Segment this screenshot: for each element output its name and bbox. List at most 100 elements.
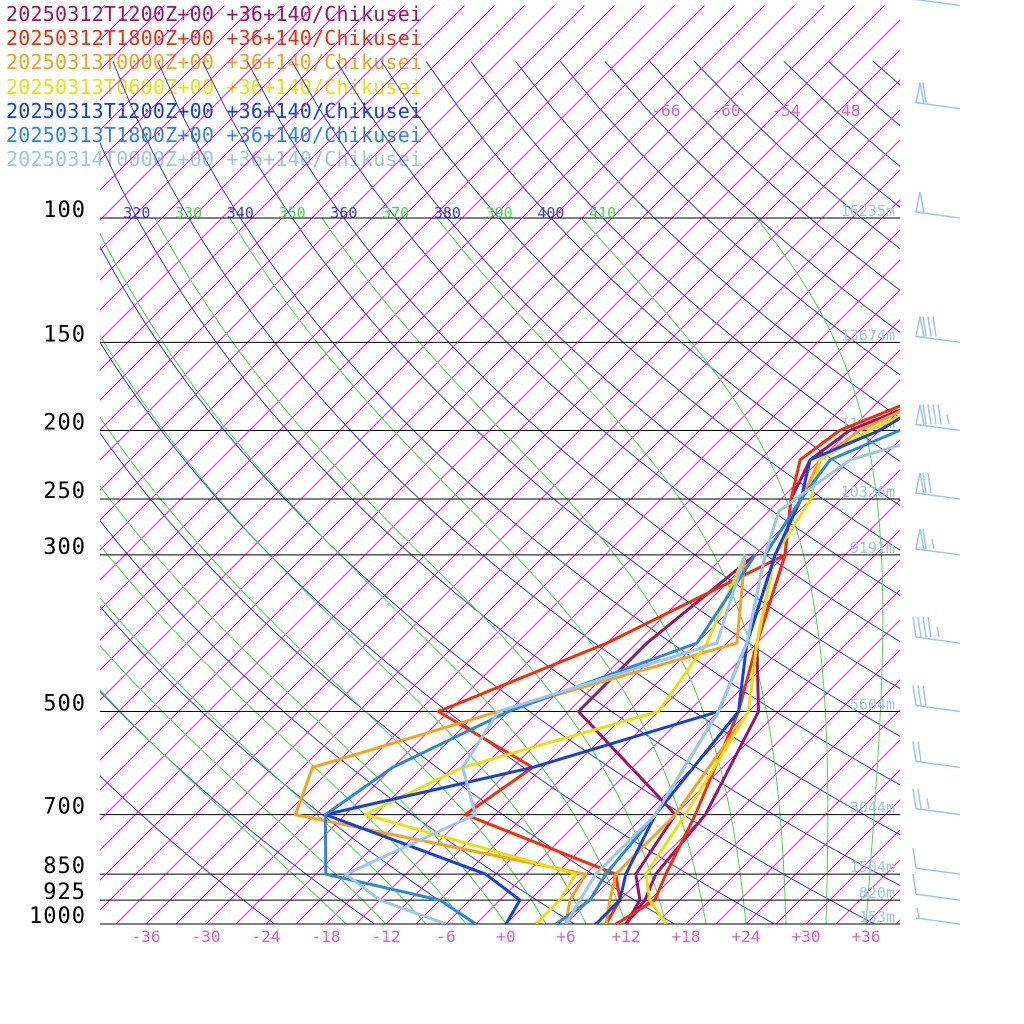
temperature-tick-label: -24 xyxy=(252,927,281,946)
isotherm-line xyxy=(835,859,900,924)
height-label: 3044m xyxy=(850,799,895,817)
isotherm-line xyxy=(100,79,900,881)
isotherm-line xyxy=(505,529,900,924)
isotherm-line xyxy=(100,19,900,821)
wind-barb xyxy=(912,848,961,875)
pressure-label: 250 xyxy=(43,479,86,504)
dewpoint-profile-line xyxy=(323,554,757,924)
isotherm-line xyxy=(100,5,705,611)
dry-adiabat-line xyxy=(515,61,900,419)
height-label: 1504m xyxy=(850,858,895,876)
upper-isotherm-label: -48 xyxy=(832,101,861,120)
theta-label: 390 xyxy=(486,204,513,222)
height-label: 10326m xyxy=(841,483,895,501)
dry-adiabat-line xyxy=(380,61,900,551)
temperature-tick-label: -6 xyxy=(436,927,455,946)
isotherm-line xyxy=(100,5,405,311)
isotherm-line xyxy=(100,5,735,641)
wind-barb xyxy=(915,82,961,110)
theta-label: 320 xyxy=(123,204,150,222)
isotherm-line xyxy=(385,409,900,924)
isotherm-line xyxy=(265,289,900,924)
isotherm-line xyxy=(0,6,44,924)
isotherm-line xyxy=(0,6,14,924)
isotherm-line xyxy=(145,169,900,924)
dewpoint-profile-line xyxy=(437,553,786,924)
isotherm-line xyxy=(100,5,285,191)
pressure-label: 300 xyxy=(43,535,86,560)
height-label: 5604m xyxy=(850,695,895,713)
isotherm-line xyxy=(100,5,525,431)
dry-adiabat-line xyxy=(336,61,900,597)
dry-adiabat-line xyxy=(100,141,900,887)
wind-barb xyxy=(915,472,961,500)
pressure-label: 200 xyxy=(43,411,86,436)
wind-barb xyxy=(915,316,961,344)
temperature-tick-label: +12 xyxy=(612,927,641,946)
theta-label: 400 xyxy=(537,204,564,222)
dry-adiabat-line xyxy=(100,605,475,924)
isotherm-line xyxy=(205,229,900,924)
isotherm-line xyxy=(100,5,855,761)
dewpoint-profile-line xyxy=(344,554,747,924)
theta-label: 380 xyxy=(434,204,461,222)
temperature-profile-line xyxy=(594,416,900,924)
temperature-profile-line xyxy=(644,414,900,924)
isotherm-line xyxy=(100,5,615,521)
temperature-tick-label: -12 xyxy=(372,927,401,946)
isotherm-line xyxy=(100,5,495,401)
isotherm-line xyxy=(475,499,900,924)
isotherm-line xyxy=(355,379,900,924)
theta-label: 370 xyxy=(382,204,409,222)
isotherm-line xyxy=(565,589,900,924)
isotherm-line xyxy=(625,649,900,924)
isotherm-line xyxy=(895,919,900,924)
dry-adiabat-line xyxy=(100,245,875,924)
theta-label: 410 xyxy=(589,204,616,222)
temperature-tick-label: +0 xyxy=(496,927,515,946)
height-label: 153m xyxy=(859,908,895,926)
temperature-profile-line xyxy=(555,428,900,924)
isotherm-line xyxy=(100,5,675,581)
height-label: 820m xyxy=(859,884,895,902)
legend-entry: 20250313T0000Z+00 +36+140/Chikusei xyxy=(6,50,423,75)
isotherm-line xyxy=(235,259,900,924)
legend-entry: 20250313T1800Z+00 +36+140/Chikusei xyxy=(6,123,423,148)
dry-adiabat-line xyxy=(202,61,900,737)
isotherm-line xyxy=(175,199,900,924)
pressure-label: 700 xyxy=(43,795,86,820)
wind-barb xyxy=(912,616,961,644)
isotherm-line xyxy=(805,829,900,924)
isotherm-line xyxy=(595,619,900,924)
dry-adiabat-line xyxy=(112,61,900,836)
temperature-tick-label: -36 xyxy=(132,927,161,946)
isotherm-line xyxy=(100,5,105,11)
dry-adiabat-line xyxy=(100,775,275,924)
isotherm-line xyxy=(100,5,465,371)
temperature-profile-line xyxy=(615,404,900,924)
isotherm-line xyxy=(685,709,900,924)
height-label: 16235m xyxy=(841,202,895,220)
isotherm-line xyxy=(325,349,900,924)
isotherm-line xyxy=(100,5,825,731)
upper-isotherm-label: -54 xyxy=(772,101,801,120)
wind-barb xyxy=(915,528,961,556)
dry-adiabat-line xyxy=(100,432,675,924)
isotherm-line xyxy=(100,5,885,791)
wind-barb xyxy=(912,873,961,901)
dry-adiabat-line xyxy=(872,61,900,86)
pressure-label: 150 xyxy=(43,322,86,347)
isotherm-line xyxy=(100,5,165,71)
wind-barb xyxy=(915,907,961,925)
isotherm-line xyxy=(100,5,765,671)
isotherm-line xyxy=(535,559,900,924)
pressure-label: 100 xyxy=(43,198,86,223)
theta-label: 360 xyxy=(330,204,357,222)
height-label: 9191m xyxy=(850,539,895,557)
dry-adiabat-line xyxy=(470,61,900,462)
legend-entry: 20250312T1800Z+00 +36+140/Chikusei xyxy=(6,26,423,51)
isotherm-line xyxy=(100,5,315,221)
theta-label: 330 xyxy=(175,204,202,222)
pressure-label: 1000 xyxy=(29,904,86,929)
